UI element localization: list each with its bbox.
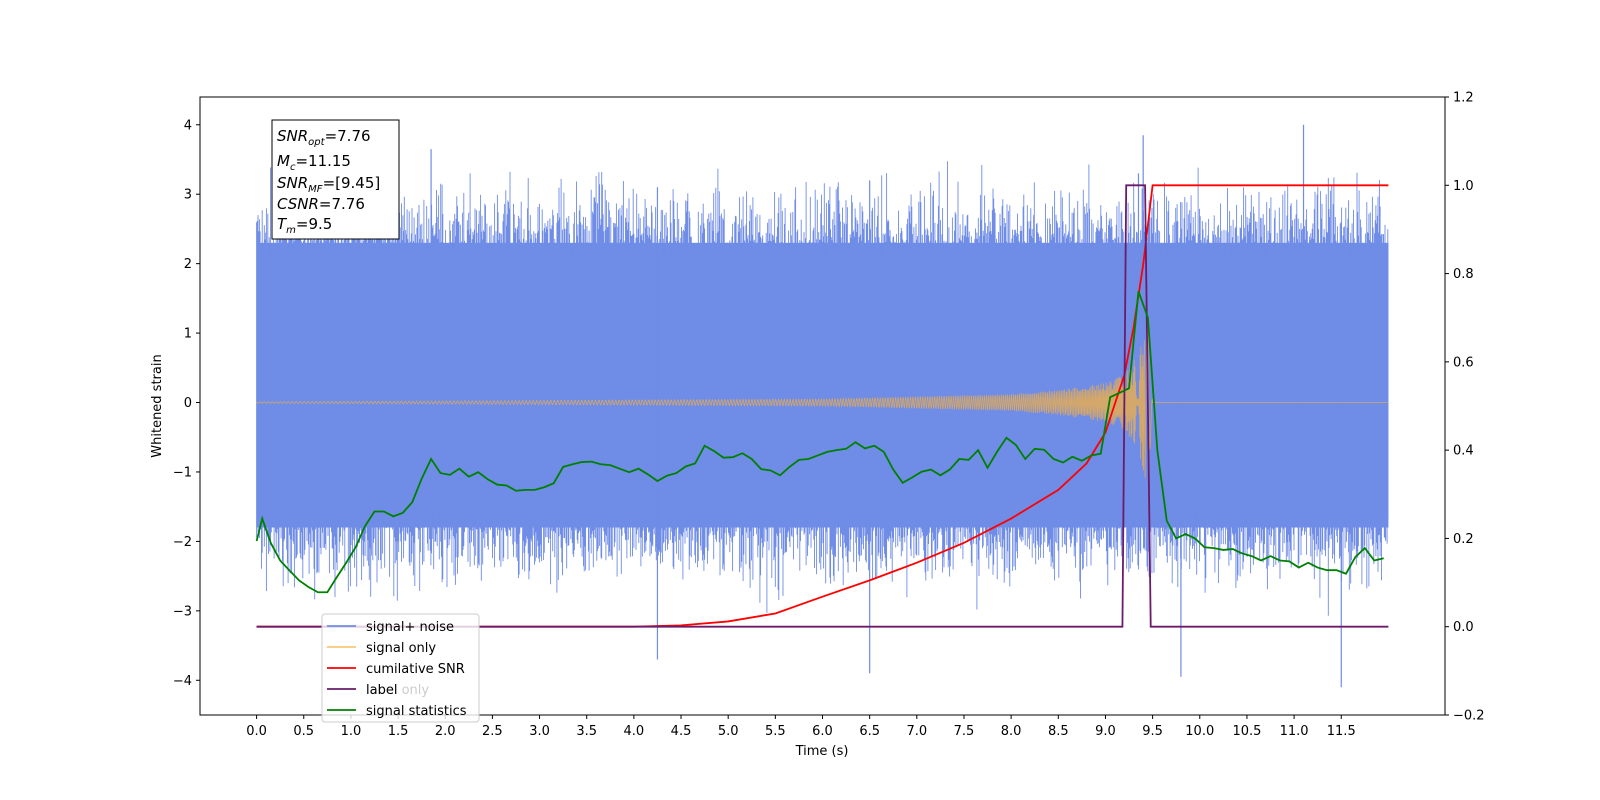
left-y-tick-label: 1 bbox=[184, 327, 192, 342]
legend-label-cumulative-snr: cumilative SNR bbox=[366, 662, 465, 677]
left-y-tick-label: 4 bbox=[184, 118, 192, 133]
y-axis-label: Whitened strain bbox=[150, 354, 165, 457]
right-y-tick-label: 0.0 bbox=[1453, 620, 1474, 635]
x-tick-label: 5.5 bbox=[765, 724, 786, 739]
left-y-tick-label: 0 bbox=[184, 396, 192, 411]
signal-only-trace bbox=[256, 318, 1389, 478]
info-snr-opt: SNRopt=7.76 bbox=[277, 127, 371, 148]
x-tick-label: 11.5 bbox=[1327, 724, 1356, 739]
x-tick-label: 2.5 bbox=[482, 724, 503, 739]
right-y-tick-label: 1.0 bbox=[1453, 179, 1474, 194]
x-tick-label: 9.0 bbox=[1095, 724, 1116, 739]
right-y-tick-label: 1.2 bbox=[1453, 91, 1474, 106]
signal-plus-noise-series bbox=[256, 124, 1389, 688]
x-tick-label: 0.5 bbox=[293, 724, 314, 739]
right-y-tick-label: 0.2 bbox=[1453, 532, 1474, 547]
x-tick-label: 4.0 bbox=[624, 724, 645, 739]
plot-area bbox=[255, 124, 1389, 688]
info-csnr: CSNR=7.76 bbox=[277, 195, 365, 213]
info-snr-mf: SNRMF=[9.45] bbox=[277, 174, 380, 195]
right-y-tick-label: 0.4 bbox=[1453, 444, 1474, 459]
x-tick-label: 8.0 bbox=[1001, 724, 1022, 739]
info-mc: Mc=11.15 bbox=[277, 152, 351, 173]
legend-label-signal-statistics: signal statistics bbox=[366, 704, 467, 719]
signal-noise-trace bbox=[256, 161, 1389, 616]
left-y-tick-label: 2 bbox=[184, 257, 192, 272]
legend-label-signal-noise: signal+ noise bbox=[366, 620, 454, 635]
x-tick-label: 6.5 bbox=[859, 724, 880, 739]
legend: signal+ noise signal only cumilative SNR… bbox=[321, 613, 480, 723]
legend-label-label-only: label only bbox=[366, 683, 429, 698]
x-axis-label: Time (s) bbox=[795, 744, 849, 759]
left-y-tick-label: 3 bbox=[184, 188, 192, 203]
x-tick-label: 2.0 bbox=[435, 724, 456, 739]
label-line bbox=[256, 184, 1389, 628]
signal-statistics-line bbox=[255, 290, 1384, 594]
x-tick-label: 8.5 bbox=[1048, 724, 1069, 739]
x-tick-label: 4.5 bbox=[671, 724, 692, 739]
x-tick-label: 7.0 bbox=[906, 724, 927, 739]
x-tick-label: 3.5 bbox=[576, 724, 597, 739]
info-box: SNRopt=7.76 Mc=11.15 SNRMF=[9.45] CSNR=7… bbox=[271, 119, 400, 240]
x-tick-label: 7.5 bbox=[954, 724, 975, 739]
x-tick-label: 0.0 bbox=[246, 724, 267, 739]
left-y-tick-label: −1 bbox=[173, 465, 192, 480]
cumulative-snr-line bbox=[256, 184, 1389, 628]
x-tick-label: 9.5 bbox=[1142, 724, 1163, 739]
info-tm: Tm=9.5 bbox=[277, 215, 332, 236]
left-y-tick-label: −2 bbox=[173, 535, 192, 550]
left-y-tick-label: −4 bbox=[173, 674, 192, 689]
legend-label-label: label bbox=[366, 683, 397, 698]
right-y-tick-label: 0.8 bbox=[1453, 267, 1474, 282]
legend-label-signal-only: signal only bbox=[366, 641, 436, 656]
x-tick-label: 3.0 bbox=[529, 724, 550, 739]
x-tick-label: 10.5 bbox=[1232, 724, 1261, 739]
x-axis-ticks: 0.0 0.5 1.0 1.5 2.0 2.5 3.0 3.5 4.0 4.5 5.0 5.5 6.0 6… bbox=[246, 715, 1356, 739]
right-y-tick-label: −0.2 bbox=[1453, 709, 1485, 724]
right-y-axis-ticks: 1.2 1.0 0.8 0.6 0.4 0.2 0.0 −0.2 bbox=[1445, 91, 1485, 724]
x-tick-label: 5.0 bbox=[718, 724, 739, 739]
x-tick-label: 6.0 bbox=[812, 724, 833, 739]
left-y-axis-ticks: 4 3 2 1 0 −1 −2 −3 −4 bbox=[173, 118, 200, 689]
left-y-tick-label: −3 bbox=[173, 604, 192, 619]
signal-only-series bbox=[256, 318, 1389, 478]
x-tick-label: 11.0 bbox=[1280, 724, 1309, 739]
x-tick-label: 1.5 bbox=[388, 724, 409, 739]
right-y-tick-label: 0.6 bbox=[1453, 355, 1474, 370]
x-tick-label: 1.0 bbox=[341, 724, 362, 739]
x-tick-label: 10.0 bbox=[1185, 724, 1214, 739]
